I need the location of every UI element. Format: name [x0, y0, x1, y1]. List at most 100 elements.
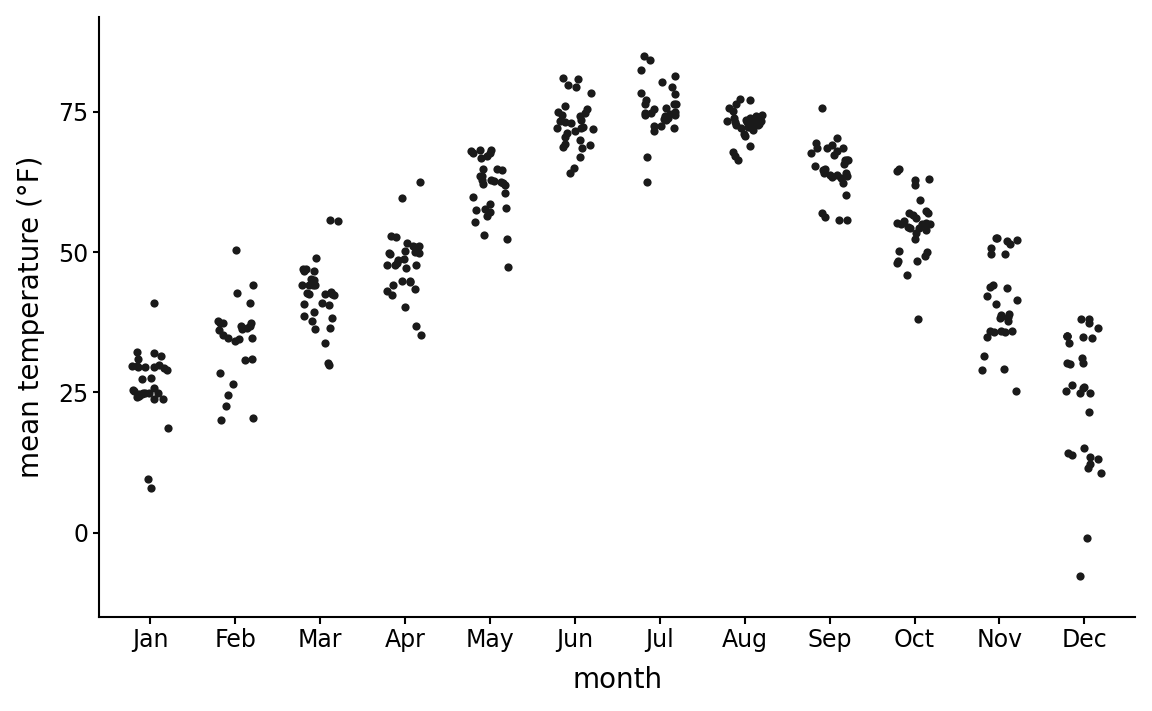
- Point: [548, 107, 567, 118]
- Point: [300, 279, 318, 290]
- Point: [462, 146, 480, 157]
- Point: [303, 315, 321, 326]
- Point: [321, 323, 340, 334]
- Point: [834, 143, 852, 154]
- Point: [741, 141, 759, 152]
- Point: [729, 154, 748, 166]
- Point: [662, 81, 681, 92]
- Point: [805, 160, 824, 171]
- Point: [725, 146, 743, 158]
- Point: [129, 361, 147, 373]
- Point: [911, 194, 930, 205]
- Point: [295, 299, 313, 310]
- Point: [738, 116, 757, 127]
- Point: [725, 112, 743, 123]
- Point: [752, 115, 771, 127]
- Point: [470, 171, 488, 182]
- Point: [901, 223, 919, 234]
- Point: [566, 162, 584, 173]
- Point: [145, 361, 164, 373]
- Point: [128, 360, 146, 372]
- Point: [1059, 330, 1077, 341]
- Point: [892, 218, 910, 230]
- Point: [130, 388, 149, 400]
- Point: [992, 309, 1010, 321]
- Point: [378, 259, 396, 270]
- Point: [642, 107, 660, 119]
- Point: [838, 154, 856, 166]
- Point: [129, 353, 147, 365]
- Point: [638, 151, 657, 163]
- Point: [802, 148, 820, 159]
- Point: [569, 74, 588, 85]
- Point: [297, 287, 316, 299]
- Point: [750, 119, 768, 130]
- Point: [243, 412, 262, 424]
- Point: [237, 322, 256, 333]
- Point: [475, 230, 493, 241]
- Point: [753, 109, 772, 120]
- Point: [1089, 323, 1107, 334]
- Point: [574, 122, 592, 133]
- Point: [666, 98, 684, 109]
- Point: [571, 134, 590, 146]
- Point: [732, 122, 750, 134]
- Point: [999, 316, 1017, 327]
- Point: [836, 154, 855, 166]
- Point: [985, 326, 1003, 338]
- Point: [746, 110, 765, 122]
- Point: [570, 110, 589, 122]
- Point: [316, 337, 334, 348]
- Point: [738, 122, 757, 133]
- Point: [735, 130, 753, 141]
- Point: [659, 112, 677, 124]
- Point: [495, 180, 514, 191]
- Point: [329, 215, 348, 227]
- Point: [401, 275, 419, 287]
- Point: [980, 282, 999, 293]
- Point: [666, 70, 684, 81]
- Point: [838, 214, 856, 225]
- Point: [389, 255, 408, 266]
- Point: [145, 348, 164, 359]
- Point: [920, 218, 939, 230]
- Point: [749, 119, 767, 131]
- Point: [888, 166, 907, 177]
- Point: [666, 88, 684, 100]
- Point: [1002, 326, 1021, 337]
- Point: [473, 174, 492, 186]
- Point: [128, 391, 146, 402]
- Point: [818, 142, 836, 154]
- Point: [638, 176, 657, 188]
- Point: [917, 247, 935, 258]
- Point: [1058, 331, 1076, 342]
- Point: [888, 257, 907, 269]
- Point: [812, 208, 831, 219]
- Point: [149, 387, 167, 399]
- Point: [1089, 453, 1107, 464]
- Point: [395, 301, 414, 313]
- Point: [566, 125, 584, 137]
- Point: [645, 125, 664, 137]
- Point: [834, 158, 852, 169]
- Point: [741, 122, 759, 133]
- Point: [386, 231, 404, 242]
- Point: [138, 473, 157, 484]
- Point: [741, 112, 759, 123]
- Point: [573, 142, 591, 154]
- Point: [384, 289, 402, 301]
- Point: [478, 210, 497, 222]
- Point: [665, 122, 683, 134]
- Point: [637, 94, 655, 105]
- Point: [555, 101, 574, 112]
- Point: [977, 332, 995, 343]
- Point: [1078, 462, 1097, 474]
- Point: [219, 332, 237, 343]
- Point: [154, 363, 173, 374]
- Point: [570, 151, 589, 163]
- Point: [1074, 357, 1092, 368]
- Point: [743, 114, 761, 126]
- Y-axis label: mean temperature (°F): mean temperature (°F): [16, 156, 45, 478]
- Point: [816, 163, 834, 174]
- Point: [890, 164, 909, 175]
